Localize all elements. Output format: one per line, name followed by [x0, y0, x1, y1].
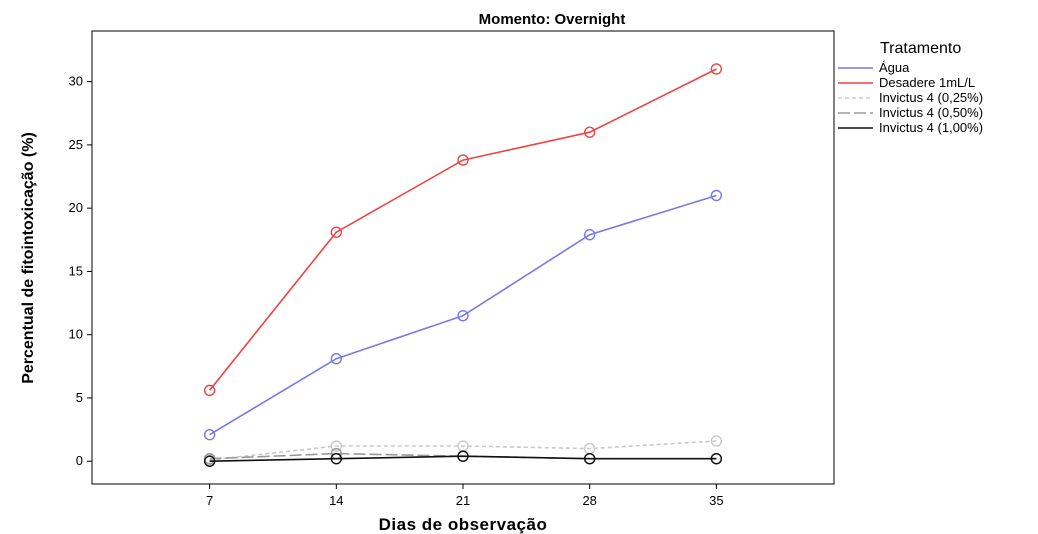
data-point [710, 452, 723, 465]
series-line [209, 455, 717, 462]
series-1 [203, 63, 723, 397]
data-point [710, 435, 723, 447]
data-point [710, 189, 723, 202]
data-point [330, 440, 343, 452]
data-point [330, 452, 343, 465]
data-point [203, 428, 216, 441]
x-axis: 7 14 21 28 35 [206, 484, 724, 508]
y-tick-label: 25 [69, 137, 83, 152]
legend-entry: Invictus 4 (0,50%) [879, 105, 983, 120]
x-tick-label: 7 [206, 493, 213, 508]
y-tick-label: 20 [69, 200, 83, 215]
series-0 [203, 189, 723, 441]
data-point [330, 226, 343, 238]
x-axis-label: Dias de observação [379, 515, 548, 534]
data-point [710, 63, 723, 75]
y-tick-label: 5 [76, 390, 83, 405]
y-tick-label: 15 [69, 263, 83, 278]
data-point [203, 384, 216, 397]
series-line [209, 194, 717, 436]
x-tick-label: 14 [329, 493, 343, 508]
legend-entry: Desadere 1mL/L [879, 75, 975, 90]
data-point [457, 154, 469, 166]
data-point [330, 353, 343, 365]
y-tick-label: 0 [76, 453, 83, 468]
y-tick-label: 10 [69, 327, 83, 342]
legend-entry: Água [879, 60, 910, 75]
x-tick-label: 21 [456, 493, 470, 508]
data-point [583, 126, 596, 138]
series-line [209, 440, 717, 461]
data-point [583, 229, 596, 241]
series-layer [203, 63, 723, 467]
data-point [583, 452, 596, 465]
series-line [208, 68, 717, 391]
series-4 [203, 450, 723, 467]
data-point [457, 450, 469, 462]
chart-title: Momento: Overnight [479, 11, 626, 28]
y-tick-label: 30 [69, 74, 83, 89]
x-tick-label: 28 [582, 493, 596, 508]
legend-entry: Invictus 4 (1,00%) [879, 120, 983, 135]
y-axis-label: Percentual de fitointoxicação (%) [20, 132, 37, 384]
legend-entry: Invictus 4 (0,25%) [879, 90, 983, 105]
y-axis: 0 5 10 15 20 25 30 [69, 74, 92, 468]
data-point [457, 310, 469, 322]
plot-frame [91, 30, 835, 485]
x-tick-label: 35 [709, 493, 723, 508]
data-point [203, 455, 216, 467]
legend-title: Tratamento [880, 40, 961, 57]
